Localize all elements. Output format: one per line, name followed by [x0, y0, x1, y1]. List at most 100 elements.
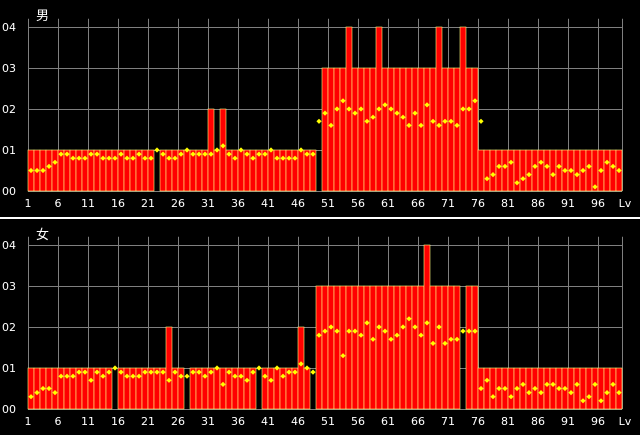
male-bar [585, 149, 593, 192]
female-point [244, 377, 250, 383]
male-point [502, 163, 508, 169]
female-point [82, 369, 88, 375]
female-bar [609, 367, 617, 410]
female-bar [603, 367, 611, 410]
male-point [232, 155, 238, 161]
male-point [580, 167, 586, 174]
male-point [256, 151, 262, 157]
female-x-ticks: 1 6 11 16 21 26 31 36 41 46 51 56 61 66 71 76 81 86 91 96 Lv [25, 415, 632, 428]
male-point [604, 159, 610, 165]
female-bar [573, 367, 581, 410]
male-point [514, 180, 520, 186]
female-point [508, 394, 514, 400]
male-bar [435, 26, 443, 192]
female-bar [105, 367, 113, 410]
female-bar [429, 285, 437, 410]
male-bar [267, 149, 275, 192]
male-point [124, 155, 130, 161]
male-point [94, 151, 100, 157]
female-point [598, 398, 604, 404]
male-bar [381, 67, 389, 192]
male-point [340, 98, 346, 104]
male-bar [537, 149, 545, 192]
male-bar [549, 149, 557, 192]
male-point [304, 151, 310, 157]
female-point [100, 373, 106, 379]
male-points [28, 98, 622, 190]
female-bar [591, 367, 599, 410]
female-x-tick-label: 96 [591, 415, 605, 428]
male-bar [207, 108, 215, 192]
female-point [46, 385, 52, 392]
male-point [244, 151, 250, 157]
male-x-tick-label: 1 [25, 197, 32, 210]
female-point [202, 373, 208, 379]
female-x-tick-label: 56 [351, 415, 365, 428]
female-point [436, 324, 442, 330]
female-point [184, 373, 190, 379]
male-point [250, 155, 256, 161]
male-bar [429, 67, 437, 192]
male-bar [351, 67, 359, 192]
male-x-tick-label: 51 [321, 197, 335, 210]
female-x-tick-label: 86 [531, 415, 545, 428]
male-point [430, 118, 436, 124]
female-bar [507, 367, 515, 410]
male-point [370, 114, 376, 120]
male-bar [219, 108, 227, 192]
female-point [412, 324, 418, 330]
female-bar [321, 285, 329, 410]
male-point [562, 167, 568, 174]
female-y-tick-label: 00 [2, 403, 16, 416]
male-bar [471, 67, 479, 192]
female-point [130, 373, 136, 379]
female-x-tick-label: 11 [81, 415, 95, 428]
male-point [424, 102, 430, 108]
female-point [178, 373, 184, 379]
male-x-tick-label: 31 [201, 197, 215, 210]
male-bar [213, 149, 221, 192]
male-point [280, 155, 286, 161]
female-bar [405, 285, 413, 410]
male-point [166, 155, 172, 161]
male-point [208, 151, 214, 157]
female-point [388, 336, 394, 342]
male-bar [477, 149, 485, 192]
female-y-tick-label: 01 [2, 362, 16, 375]
male-point [328, 122, 334, 128]
male-x-tick-label: Lv [619, 197, 632, 210]
female-bar [177, 367, 185, 410]
male-x-tick-label: 26 [171, 197, 185, 210]
female-point [76, 369, 82, 375]
male-point [100, 155, 106, 161]
female-point [586, 394, 592, 400]
male-bar [423, 67, 431, 192]
male-point [418, 122, 424, 128]
male-point [526, 172, 532, 178]
male-point [202, 151, 208, 157]
male-bar [333, 67, 341, 192]
male-point [64, 151, 70, 157]
male-x-tick-label: 21 [141, 197, 155, 210]
female-point [94, 369, 100, 375]
female-x-tick-label: 26 [171, 415, 185, 428]
female-point [394, 332, 400, 338]
female-point [376, 324, 382, 330]
male-x-tick-label: 11 [81, 197, 95, 210]
female-x-tick-label: 51 [321, 415, 335, 428]
female-point [496, 385, 502, 392]
male-x-tick-label: 96 [591, 197, 605, 210]
female-x-tick-label: 61 [381, 415, 395, 428]
male-point [520, 176, 526, 182]
female-point [274, 365, 280, 371]
female-bar [387, 285, 395, 410]
male-point [598, 167, 604, 174]
female-bar [447, 285, 455, 410]
female-bar [333, 285, 341, 410]
male-point [490, 172, 496, 178]
male-bar [507, 149, 515, 192]
male-point [472, 98, 478, 104]
female-point [478, 385, 484, 392]
female-bar [435, 285, 443, 410]
